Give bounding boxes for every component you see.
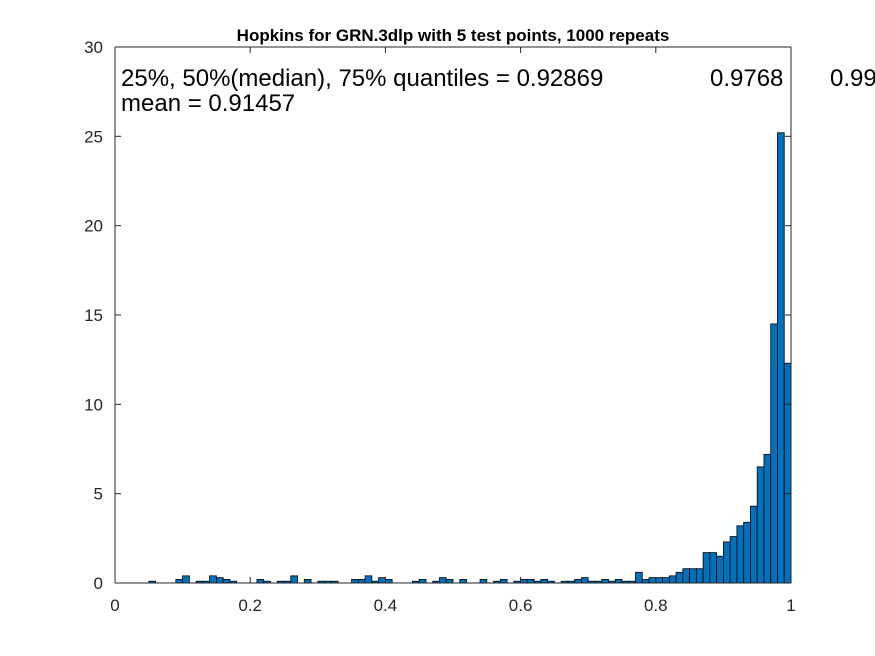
histogram-bar xyxy=(175,579,183,584)
histogram-bar xyxy=(702,552,711,584)
histogram-bar xyxy=(614,579,623,584)
y-tick-label: 5 xyxy=(94,485,103,504)
histogram-bar xyxy=(439,577,447,584)
histogram-bar xyxy=(736,525,745,584)
plot-area xyxy=(115,47,791,583)
quantile-75-annotation: 0.99 xyxy=(830,65,875,92)
histogram-bar xyxy=(743,521,751,584)
x-tick-label: 1 xyxy=(786,596,795,615)
histogram-bar xyxy=(601,579,609,584)
histogram-bar xyxy=(689,568,697,584)
histogram-bar xyxy=(290,575,298,584)
histogram-bar xyxy=(378,577,386,584)
x-tick-label: 0 xyxy=(110,596,119,615)
histogram-bar xyxy=(520,579,528,584)
histogram-bar xyxy=(763,453,772,584)
chart-title: Hopkins for GRN.3dlp with 5 test points,… xyxy=(237,26,670,45)
y-tick-label: 25 xyxy=(84,127,103,146)
histogram-bar xyxy=(540,579,549,584)
y-tick-label: 0 xyxy=(94,574,103,593)
y-tick-label: 15 xyxy=(84,306,103,325)
histogram-bar xyxy=(384,579,393,584)
histogram-bar xyxy=(418,579,427,584)
histogram-bar xyxy=(729,536,738,584)
mean-annotation: mean = 0.91457 xyxy=(121,90,295,117)
histogram-bar xyxy=(222,579,231,584)
histogram-bar xyxy=(351,579,359,584)
histogram-bar xyxy=(303,579,312,584)
y-tick-label: 20 xyxy=(84,217,103,236)
x-tick-label: 0.8 xyxy=(644,596,668,615)
y-tick-label: 30 xyxy=(84,38,103,57)
histogram-bar xyxy=(655,577,663,584)
histogram-bar xyxy=(641,579,650,584)
histogram-bar xyxy=(695,568,704,584)
histogram-bar xyxy=(648,577,657,584)
histogram-bar xyxy=(209,575,217,584)
histogram-bar xyxy=(445,579,454,584)
histogram-bar xyxy=(668,575,677,584)
histogram-bar xyxy=(723,541,731,584)
histogram-bar xyxy=(675,571,684,584)
x-tick-label: 0.2 xyxy=(238,596,262,615)
histogram-bar xyxy=(709,552,718,584)
quantile-median-annotation: 0.9768 xyxy=(710,65,783,92)
histogram-bar xyxy=(182,575,190,584)
histogram-bar xyxy=(756,466,765,584)
histogram-bar xyxy=(777,132,785,584)
histogram-bar xyxy=(526,579,535,584)
histogram-bar xyxy=(574,579,582,584)
histogram-bar xyxy=(357,579,366,584)
histogram-bar xyxy=(499,579,508,584)
histogram-bar xyxy=(783,362,792,584)
x-ticks: 0 0.2 0.4 0.6 0.8 1 xyxy=(110,47,796,615)
histogram-bar xyxy=(364,575,373,584)
histogram-bar xyxy=(770,323,778,584)
histogram-bar xyxy=(662,577,670,584)
histogram-bar xyxy=(716,555,724,584)
histogram-bar xyxy=(750,505,758,584)
y-ticks: 0 5 10 15 20 25 30 xyxy=(84,38,791,593)
histogram-bar xyxy=(635,571,643,584)
y-tick-label: 10 xyxy=(84,395,103,414)
x-tick-label: 0.4 xyxy=(374,596,398,615)
quantiles-annotation: 25%, 50%(median), 75% quantiles = 0.9286… xyxy=(121,65,603,92)
histogram-bar xyxy=(682,568,691,584)
histogram-bar xyxy=(459,579,467,584)
histogram-bar xyxy=(215,577,224,584)
histogram-bar xyxy=(581,577,589,584)
histogram-bar xyxy=(479,579,488,584)
histogram-bar xyxy=(256,579,265,584)
x-tick-label: 0.6 xyxy=(509,596,533,615)
